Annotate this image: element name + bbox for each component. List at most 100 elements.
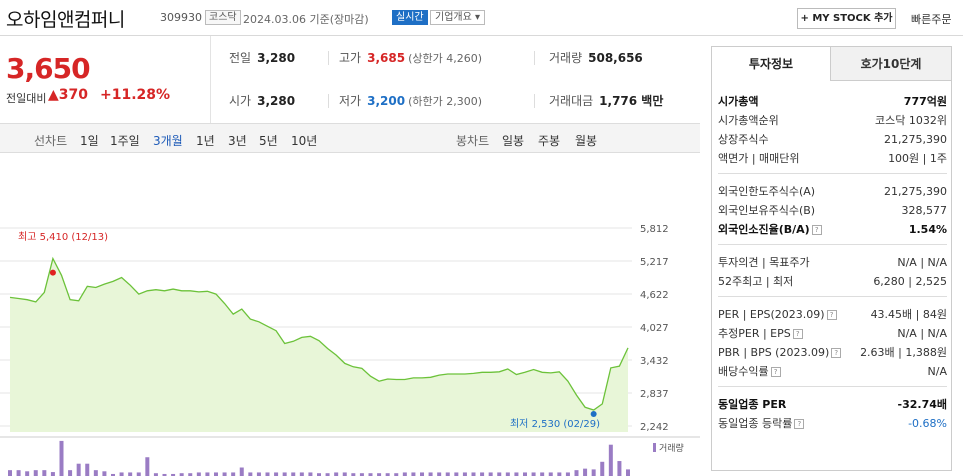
y-tick-label: 3,432 [640,356,669,367]
price-change: ▲370 [48,87,88,103]
volume-bar [179,473,184,476]
volume-bar [85,463,90,476]
volume-bar [16,470,21,476]
volume-bar [256,472,261,476]
help-icon[interactable]: ? [792,329,803,339]
volume-bar [420,472,424,476]
y-tick-label: 5,812 [640,224,669,235]
low-label: 최저 2,530 (02/29) [510,418,600,430]
volume-bar [317,473,321,476]
period-1d[interactable]: 1일 [80,134,99,148]
as-of-date: 2024.03.06 기준(장마감) [243,13,369,26]
volume-bar [8,470,12,476]
volume-bar [600,461,605,476]
help-icon[interactable]: ? [811,225,822,235]
help-icon[interactable]: ? [770,367,781,377]
candle-weekly[interactable]: 주봉 [538,134,561,148]
volume-bar [76,463,81,476]
prev-close: 전일 3,280 [229,51,296,65]
fast-order-link[interactable]: 빠른주문 [911,13,952,26]
volume-bar [514,472,519,476]
industry-rate-row: 동일업종 등락률? -0.68% [718,417,947,430]
add-mystock-button[interactable]: + MY STOCK 추가 [797,8,896,29]
volume-bar [342,472,347,476]
market-cap-row: 시가총액 777억원 [718,95,947,108]
volume-bar [274,472,279,476]
period-1y[interactable]: 1년 [196,134,215,148]
volume-bar [239,467,244,476]
volume-bar [531,472,536,476]
high-label: 최고 5,410 (12/13) [18,231,108,243]
price-box: 3,650 전일대비 ▲370 +11.28% [0,36,210,123]
period-5y[interactable]: 5년 [259,134,278,148]
volume-bar [402,472,407,476]
volume-bar [265,472,270,476]
volume-bar [171,473,176,476]
tab-invest-info[interactable]: 투자정보 [712,47,831,81]
realtime-badge[interactable]: 실시간 [392,10,428,25]
volume-bar [145,457,150,476]
volume-bar [299,472,304,476]
trade-amount: 거래대금 1,776 백만 [549,94,664,108]
period-3y[interactable]: 3년 [228,134,247,148]
volume-bar [583,468,588,476]
volume-bar [308,472,313,476]
compare-label: 전일대비 [6,92,47,105]
volume-bar [248,472,253,476]
volume-bar [437,472,442,476]
volume-bar [488,472,493,476]
stock-name: 오하임앤컴퍼니 [6,9,125,31]
period-10y[interactable]: 10년 [291,134,318,148]
candle-monthly[interactable]: 월봉 [575,134,598,148]
line-chart-label: 선차트 [34,134,68,148]
stock-header: 오하임앤컴퍼니 309930 코스닥 2024.03.06 기준(장마감) 실시… [0,0,963,36]
volume-bar [540,472,545,476]
volume-bar [128,472,133,476]
open-price: 시가 3,280 [229,94,296,108]
volume-bar [188,473,193,476]
volume-legend-label: 거래량 [659,442,684,454]
volume-bar [214,472,218,476]
week52-row: 52주최고 | 최저 6,280 | 2,525 [718,275,947,288]
volume-bar [136,472,141,476]
market-badge: 코스닥 [205,10,241,25]
volume-bar [377,473,382,476]
period-1w[interactable]: 1주일 [110,134,140,148]
help-icon[interactable]: ? [826,310,837,320]
per-row: PER | EPS(2023.09)? 43.45배 | 84원 [718,308,947,321]
high-price: 고가 3,685 (상한가 4,260) [339,51,482,65]
low-price: 저가 3,200 (하한가 2,300) [339,94,482,108]
dividend-row: 배당수익률? N/A [718,365,947,378]
volume-bar [153,473,158,476]
price-chart[interactable]: 5,812 5,217 4,622 4,027 3,432 2,837 2,242 최고 5,… [0,154,700,476]
help-icon[interactable]: ? [794,419,805,429]
price-area [10,258,628,432]
tab-quote-10[interactable]: 호가10단계 [831,47,951,81]
volume-bar [368,473,373,476]
help-icon[interactable]: ? [831,348,842,358]
volume-bar [462,472,467,476]
volume-bar [480,472,485,476]
volume-bar [25,471,30,476]
y-tick-label: 4,027 [640,323,669,334]
volume-bar [505,472,510,476]
company-info-dropdown[interactable]: 기업개요 ▾ [430,10,485,25]
main-panel: 3,650 전일대비 ▲370 +11.28% 전일 3,280 고가 3,685(… [0,36,700,476]
candle-daily[interactable]: 일봉 [502,134,525,148]
volume-bar [325,473,330,476]
foreign-rate-row: 외국인소진율(B/A)? 1.54% [718,223,947,236]
stock-code: 309930 [160,11,202,24]
est-per-row: 추정PER | EPS? N/A | N/A [718,327,947,340]
volume-bar [196,472,201,476]
high-marker [49,269,56,276]
quote-grid: 전일 3,280 고가 3,685 (상한가 4,260) 거래량 508,656 시가… [210,36,700,123]
volume-bar [617,461,622,476]
volume-legend-swatch [653,443,656,452]
volume-bar [565,472,570,476]
volume-bar [111,473,115,476]
y-tick-label: 2,242 [640,422,669,433]
period-3m[interactable]: 3개월 [153,134,183,148]
volume-bar [574,470,579,476]
current-price: 3,650 [6,52,91,85]
foreign-limit-row: 외국인한도주식수(A) 21,275,390 [718,185,947,198]
